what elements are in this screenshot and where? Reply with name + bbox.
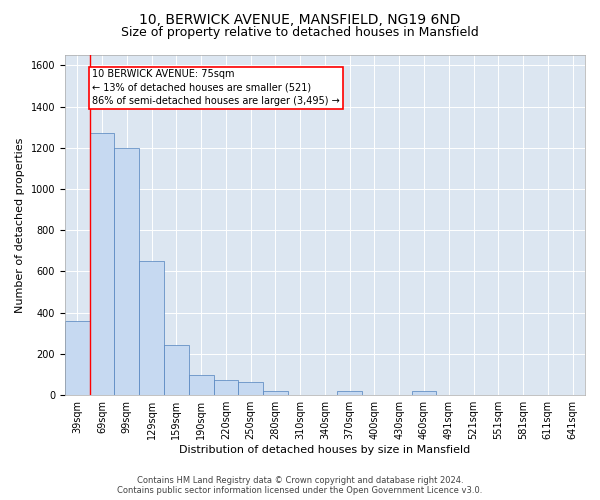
Bar — [412, 391, 436, 395]
Text: 10, BERWICK AVENUE, MANSFIELD, NG19 6ND: 10, BERWICK AVENUE, MANSFIELD, NG19 6ND — [139, 12, 461, 26]
X-axis label: Distribution of detached houses by size in Mansfield: Distribution of detached houses by size … — [179, 445, 470, 455]
Bar — [337, 391, 362, 395]
Bar — [65, 321, 89, 395]
Bar — [115, 148, 139, 395]
Bar — [214, 380, 238, 395]
Bar — [139, 261, 164, 395]
Bar — [164, 344, 189, 395]
Bar — [189, 374, 214, 395]
Y-axis label: Number of detached properties: Number of detached properties — [15, 138, 25, 313]
Bar — [263, 391, 288, 395]
Text: Size of property relative to detached houses in Mansfield: Size of property relative to detached ho… — [121, 26, 479, 39]
Bar — [89, 134, 115, 395]
Text: 10 BERWICK AVENUE: 75sqm
← 13% of detached houses are smaller (521)
86% of semi-: 10 BERWICK AVENUE: 75sqm ← 13% of detach… — [92, 70, 340, 106]
Text: Contains HM Land Registry data © Crown copyright and database right 2024.
Contai: Contains HM Land Registry data © Crown c… — [118, 476, 482, 495]
Bar — [238, 382, 263, 395]
